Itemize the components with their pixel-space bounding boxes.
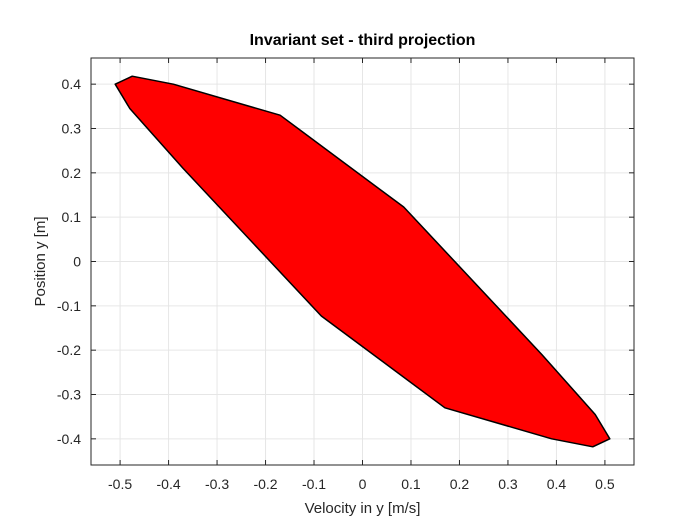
y-tick-label: -0.1 [57,298,81,314]
x-tick-label: -0.1 [302,476,326,492]
invariant-set-polygon [114,75,611,448]
x-axis-label: Velocity in y [m/s] [305,500,421,517]
x-tick-label: 0.3 [498,476,518,492]
x-tick-label: -0.2 [253,476,277,492]
x-tick-label: 0.4 [547,476,567,492]
plot-box [90,57,635,466]
x-tick-label: 0.5 [595,476,615,492]
y-tick-label: 0.4 [62,76,82,92]
chart-title: Invariant set - third projection [250,32,476,49]
x-tick-label: 0 [359,476,367,492]
y-tick-label: 0.3 [62,120,82,136]
y-axis-ticks: -0.4 -0.3 -0.2 -0.1 0 0.1 0.2 0.3 0.4 [57,76,634,447]
x-tick-label: 0.1 [401,476,421,492]
y-tick-label: 0 [73,254,81,270]
x-tick-label: 0.2 [450,476,470,492]
x-tick-label: -0.3 [205,476,229,492]
y-tick-label: 0.1 [62,209,82,225]
x-tick-label: -0.4 [157,476,181,492]
y-tick-label: -0.4 [57,431,81,447]
x-tick-label: -0.5 [108,476,132,492]
y-tick-label: -0.3 [57,387,81,403]
x-axis-ticks: -0.5 -0.4 -0.3 -0.2 -0.1 0 0.1 0.2 0.3 0.4 0.5 [108,58,615,492]
y-tick-label: -0.2 [57,342,81,358]
y-tick-label: 0.2 [62,165,82,181]
y-axis-label: Position y [m] [32,216,49,306]
